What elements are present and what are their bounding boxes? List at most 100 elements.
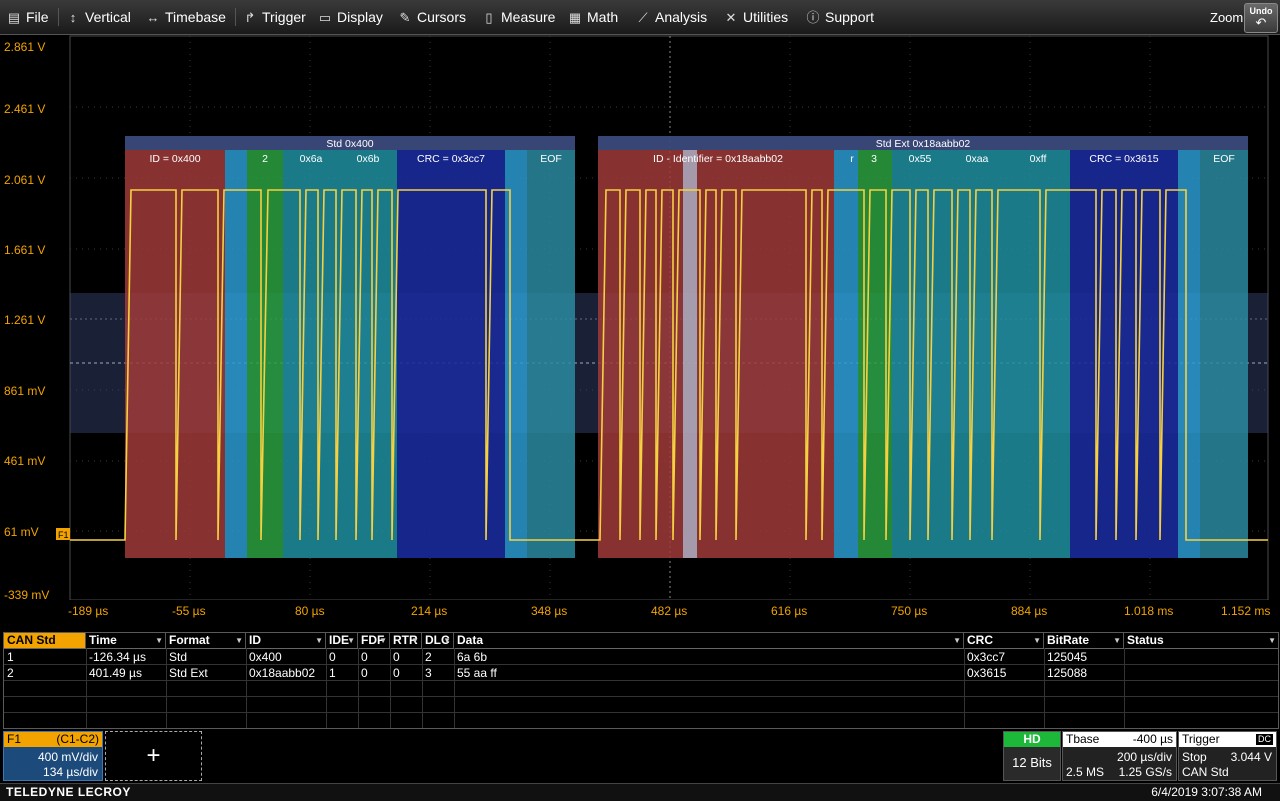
field-crc[interactable] — [1070, 150, 1178, 558]
undo-button[interactable]: Undo ↶ — [1244, 3, 1278, 33]
dropdown-arrow-icon: ▼ — [347, 636, 355, 645]
table-divider — [422, 648, 423, 728]
column-header-format[interactable]: Format ▼ — [166, 633, 246, 648]
column-header-time[interactable]: Time ▼ — [86, 633, 166, 648]
zoom-button[interactable]: Zoom — [1210, 10, 1244, 25]
table-divider — [4, 696, 1278, 697]
status-bar: TELEDYNE LECROY 6/4/2019 3:07:38 AM — [0, 783, 1280, 801]
menu-divider — [58, 8, 59, 26]
dropdown-arrow-icon: ▼ — [1033, 636, 1041, 645]
trace-marker-label: F1 — [58, 530, 69, 540]
field-srr[interactable] — [683, 150, 697, 558]
plus-icon: + — [146, 742, 161, 769]
decode-table[interactable]: CAN Std Time ▼ Format ▼ ID ▼ IDE ▼ FDF ▼ RTR ▼… — [3, 632, 1279, 729]
cell-dlc: 2 — [425, 650, 432, 664]
y-tick-label: 1.261 V — [4, 313, 46, 327]
cell-bitrate: 125045 — [1047, 650, 1088, 664]
cell-rtr: 0 — [393, 650, 400, 664]
menu-trigger[interactable]: ↱ Trigger — [243, 0, 306, 34]
trigger-mode: Stop — [1182, 750, 1207, 764]
menu-math[interactable]: ▦ Math — [568, 0, 618, 34]
table-divider — [964, 648, 965, 728]
timebase-descriptor[interactable]: Tbase -400 µs 200 µs/div 2.5 MS 1.25 GS/… — [1062, 731, 1177, 781]
trace-marker[interactable] — [56, 528, 70, 540]
field-data[interactable] — [892, 150, 949, 558]
dropdown-arrow-icon: ▼ — [379, 636, 387, 645]
monitor-icon: ▭ — [318, 10, 332, 25]
field-data[interactable] — [949, 150, 1006, 558]
dropdown-arrow-icon: ▼ — [235, 636, 243, 645]
menu-support[interactable]: ⓘ Support — [806, 0, 874, 34]
f1-source: (C1-C2) — [56, 732, 99, 746]
dropdown-arrow-icon: ▼ — [953, 636, 961, 645]
menu-utilities[interactable]: ✕ Utilities — [724, 0, 789, 34]
column-header-ide[interactable]: IDE ▼ — [326, 633, 358, 648]
cell-ide: 0 — [329, 650, 336, 664]
x-tick-label: 214 µs — [411, 604, 448, 618]
x-tick-label: 884 µs — [1011, 604, 1048, 618]
table-divider — [1044, 648, 1045, 728]
y-tick-label: 2.061 V — [4, 173, 46, 187]
table-divider — [358, 648, 359, 728]
table-name-header[interactable]: CAN Std — [4, 633, 86, 648]
field-label: 0x6a — [300, 153, 323, 165]
column-header-crc[interactable]: CRC ▼ — [964, 633, 1044, 648]
x-tick-label: -189 µs — [68, 604, 109, 618]
menu-vertical[interactable]: ↕ Vertical — [66, 0, 131, 34]
table-divider — [326, 648, 327, 728]
column-header-dlc[interactable]: DLC ▼ — [422, 633, 454, 648]
frame-title: Std Ext 0x18aabb02 — [876, 138, 971, 150]
hd-bits: 12 Bits — [1012, 755, 1052, 770]
frame-header[interactable] — [125, 136, 575, 150]
column-header-bitrate[interactable]: BitRate ▼ — [1044, 633, 1124, 648]
table-divider — [246, 648, 247, 728]
hd-descriptor[interactable]: HD 12 Bits — [1003, 731, 1061, 781]
dropdown-arrow-icon: ▼ — [315, 636, 323, 645]
trigger-icon: ↱ — [244, 10, 256, 25]
field-label: 0xaa — [966, 153, 989, 165]
field-data[interactable] — [340, 150, 397, 558]
tbase-value: -400 µs — [1132, 732, 1173, 746]
f1-tdiv: 134 µs/div — [43, 765, 98, 779]
info-icon: ⓘ — [806, 10, 820, 25]
frame-header[interactable] — [598, 136, 1248, 150]
f1-descriptor[interactable]: F1 (C1-C2) 400 mV/div 134 µs/div — [3, 731, 103, 781]
field-label: CRC = 0x3cc7 — [417, 153, 485, 165]
cell-ide: 1 — [329, 666, 336, 680]
field-label: 0x55 — [909, 153, 932, 165]
column-header-id[interactable]: ID ▼ — [246, 633, 326, 648]
scope-display[interactable]: Std 0x400 ID = 0x400 2 0x6a 0x6b CRC = 0… — [0, 0, 1280, 600]
table-divider — [4, 712, 1278, 713]
column-header-status[interactable]: Status ▼ — [1127, 633, 1276, 647]
calculator-icon: ▦ — [568, 10, 582, 25]
trigger-descriptor[interactable]: Trigger DC Stop 3.044 V CAN Std — [1178, 731, 1277, 781]
cursors-icon: ✎ — [399, 10, 411, 25]
menu-analysis[interactable]: ⟋ Analysis — [636, 0, 707, 34]
y-tick-label: 2.461 V — [4, 102, 46, 116]
cell-crc: 0x3615 — [967, 666, 1007, 680]
field-control[interactable] — [834, 150, 858, 558]
cell-status — [1124, 665, 1127, 681]
x-tick-label: 482 µs — [651, 604, 688, 618]
field-ack[interactable] — [505, 150, 527, 558]
field-eof[interactable] — [1200, 150, 1248, 558]
cell-fdf: 0 — [361, 650, 368, 664]
menu-cursors[interactable]: ✎ Cursors — [398, 0, 466, 34]
cell-index: 2 — [7, 666, 14, 680]
tbase-label: Tbase — [1066, 732, 1100, 746]
add-descriptor-button[interactable]: + — [105, 731, 202, 781]
field-eof[interactable] — [527, 150, 575, 558]
column-header-rtr[interactable]: RTR ▼ — [390, 633, 422, 648]
column-header-fdf[interactable]: FDF ▼ — [358, 633, 390, 648]
menu-timebase[interactable]: ↔ Timebase — [146, 0, 226, 34]
menu-file[interactable]: ▤ File — [7, 0, 49, 34]
menu-measure[interactable]: ▯ Measure — [482, 0, 555, 34]
field-id[interactable] — [125, 150, 225, 558]
field-data[interactable] — [283, 150, 340, 558]
x-tick-label: -55 µs — [172, 604, 206, 618]
menu-display[interactable]: ▭ Display — [318, 0, 383, 34]
field-ack[interactable] — [1178, 150, 1200, 558]
field-data[interactable] — [1006, 150, 1070, 558]
field-control[interactable] — [225, 150, 247, 558]
column-header-data[interactable]: Data ▼ — [454, 633, 964, 648]
